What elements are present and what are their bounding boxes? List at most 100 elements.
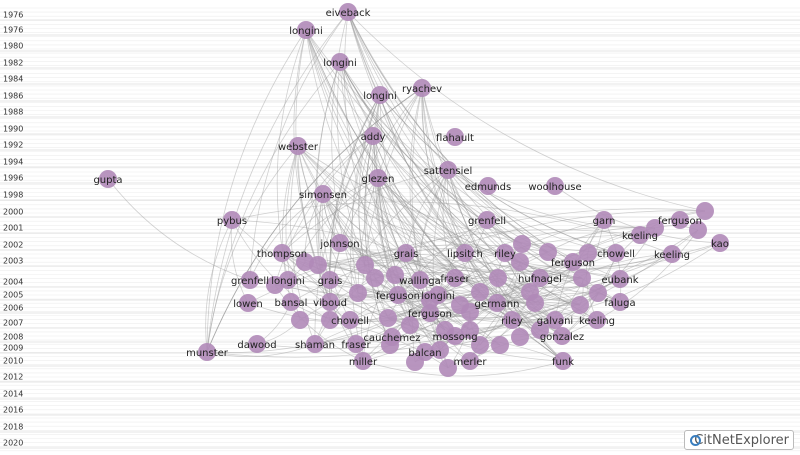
node-label: funk (552, 357, 574, 368)
publication-node (411, 271, 429, 289)
publication-node (389, 286, 407, 304)
publication-node (511, 328, 529, 346)
citation-link (377, 177, 583, 279)
publication-node (579, 244, 597, 262)
year-label: 2005 (3, 291, 23, 300)
citation-link (496, 253, 673, 304)
citation-link (479, 261, 521, 346)
publication-node (511, 253, 529, 271)
publication-node (451, 296, 469, 314)
citation-link (317, 259, 581, 306)
citation-link (405, 252, 541, 331)
citation-link (419, 169, 449, 281)
node-label: keeling (579, 316, 615, 327)
publication-node (491, 336, 509, 354)
publication-node (366, 269, 384, 287)
citation-link (281, 251, 556, 321)
citation-link (297, 145, 617, 254)
publication-node (711, 234, 729, 252)
citation-link (287, 177, 379, 281)
publication-node (564, 253, 582, 271)
year-label: 1994 (3, 158, 23, 167)
publication-node (589, 284, 607, 302)
year-label: 1976 (3, 26, 23, 35)
publication-node (331, 53, 349, 71)
year-label: 2018 (3, 423, 23, 432)
year-label: 1990 (3, 125, 23, 134)
publication-node (689, 221, 707, 239)
node-label: fraser (440, 274, 470, 285)
citation-link (497, 277, 621, 289)
citation-link (247, 229, 641, 304)
year-label: 2009 (3, 344, 23, 353)
publication-node (546, 311, 564, 329)
node-label: riley (501, 316, 523, 327)
citation-link (339, 61, 598, 321)
citation-link (336, 61, 389, 319)
publication-node (439, 161, 457, 179)
node-label: longini (421, 291, 454, 302)
publication-node (364, 127, 382, 145)
citation-link (351, 94, 381, 294)
node-label: cauchemez (363, 333, 420, 344)
citation-link (206, 145, 299, 353)
publication-node (646, 219, 664, 237)
publication-node (99, 170, 117, 188)
citation-link (364, 264, 456, 281)
publication-node (354, 352, 372, 370)
citation-link (358, 94, 381, 266)
node-label: chowell (597, 249, 635, 260)
node-label: miller (349, 357, 378, 368)
node-label: longini (323, 58, 356, 69)
publication-node (282, 293, 300, 311)
citation-link (206, 87, 423, 353)
node-label: merler (453, 357, 487, 368)
citation-link (361, 87, 423, 362)
publication-node (595, 211, 613, 229)
publication-node (531, 321, 549, 339)
publication-node (297, 21, 315, 39)
publication-node (571, 296, 589, 314)
citation-link (347, 11, 549, 253)
publication-node (631, 226, 649, 244)
publication-node (526, 294, 544, 312)
publication-node (341, 311, 359, 329)
citation-link (349, 234, 641, 321)
publication-node (431, 341, 449, 359)
publication-node (479, 177, 497, 195)
citation-link (287, 279, 399, 298)
citation-link (496, 252, 617, 304)
node-label: gonzalez (540, 332, 584, 343)
publication-node (421, 291, 439, 309)
publication-node (531, 269, 549, 287)
citation-link (299, 319, 449, 369)
citation-link (206, 87, 423, 353)
citation-link (347, 11, 574, 263)
node-label: chowell (331, 316, 369, 327)
citation-link (281, 252, 351, 321)
publication-node (386, 266, 404, 284)
publication-node (611, 270, 629, 288)
citation-link (305, 29, 466, 254)
citation-link (447, 169, 506, 254)
citation-link (349, 294, 581, 321)
citation-link (357, 292, 441, 351)
citation-link (365, 135, 389, 319)
publication-node (314, 185, 332, 203)
node-label: grais (394, 249, 419, 260)
node-label: addy (361, 132, 386, 143)
publication-node (607, 244, 625, 262)
publication-node (241, 271, 259, 289)
citation-link (377, 177, 583, 279)
publication-node (331, 234, 349, 252)
citation-link (305, 29, 456, 279)
year-label: 2020 (3, 439, 23, 448)
year-label: 2002 (3, 241, 23, 250)
publication-node (347, 335, 365, 353)
year-label: 2003 (3, 257, 23, 266)
year-label: 2004 (3, 278, 23, 287)
publication-node (696, 202, 714, 220)
publication-node (471, 283, 489, 301)
node-label: garn (593, 216, 616, 227)
